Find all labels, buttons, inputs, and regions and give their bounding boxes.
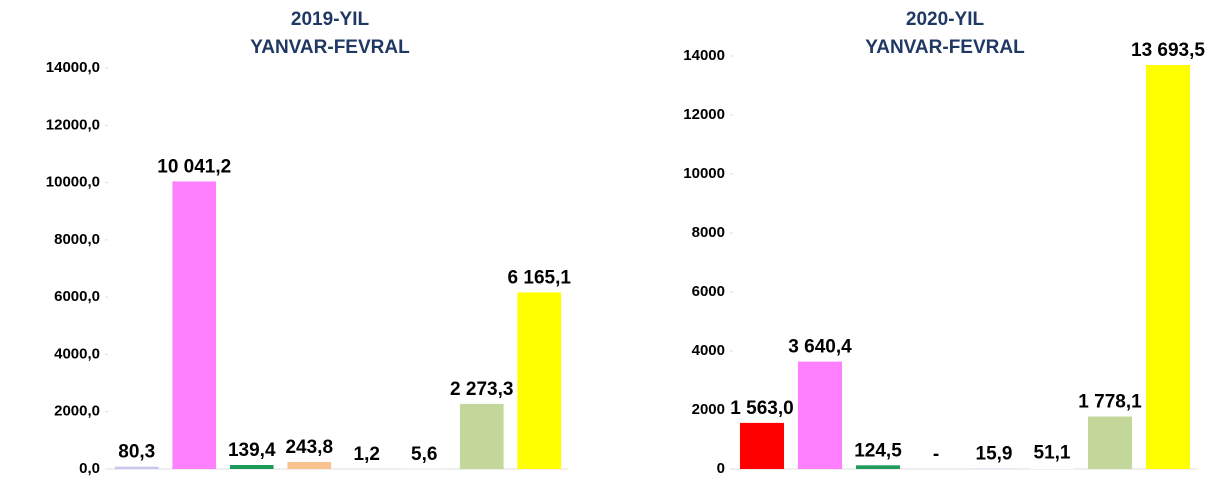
- chart-title: 2019-YIL: [291, 9, 370, 30]
- bar: [739, 422, 785, 469]
- chart-title: YANVAR-FEVRAL: [250, 37, 410, 58]
- value-label: 5,6: [411, 444, 437, 465]
- y-tick-label: 8000: [692, 224, 725, 241]
- bar: [229, 465, 274, 469]
- bar: [855, 465, 901, 469]
- bar: [1145, 65, 1191, 469]
- value-label: 51,1: [1034, 443, 1071, 464]
- y-tick-label: 0,0: [79, 460, 100, 477]
- value-label: 80,3: [118, 442, 155, 463]
- value-label: 1,2: [354, 444, 380, 465]
- bar: [287, 462, 332, 469]
- value-label: 124,5: [854, 440, 902, 461]
- y-tick-label: 12000: [683, 106, 725, 123]
- bar: [517, 292, 562, 469]
- y-tick-label: 4000,0: [54, 345, 100, 362]
- value-label: 1 778,1: [1078, 392, 1142, 413]
- value-label: 6 165,1: [508, 267, 572, 288]
- bar: [1029, 467, 1075, 469]
- value-label: 1 563,0: [730, 398, 793, 419]
- value-label: 2 273,3: [450, 379, 513, 400]
- value-label: 13 693,5: [1131, 40, 1205, 61]
- y-tick-label: 0: [717, 460, 725, 477]
- value-label: 243,8: [285, 437, 333, 458]
- value-label: -: [933, 444, 939, 465]
- y-tick-label: 6000: [692, 283, 725, 300]
- bar: [114, 466, 159, 469]
- value-label: 3 640,4: [788, 337, 852, 358]
- bar: [1087, 416, 1133, 469]
- bar: [459, 403, 504, 469]
- bar: [797, 361, 843, 469]
- y-tick-label: 10000: [683, 165, 725, 182]
- value-label: 15,9: [976, 444, 1013, 465]
- y-tick-label: 2000,0: [54, 403, 100, 420]
- y-tick-label: 12000,0: [46, 116, 100, 133]
- chart-title: YANVAR-FEVRAL: [865, 37, 1025, 58]
- y-tick-label: 14000: [683, 47, 725, 64]
- y-tick-label: 14000,0: [46, 59, 100, 76]
- bar: [172, 181, 217, 469]
- y-tick-label: 4000: [692, 342, 725, 359]
- y-tick-label: 8000,0: [54, 231, 100, 248]
- chart-title: 2020-YIL: [906, 9, 985, 30]
- value-label: 10 041,2: [157, 156, 231, 177]
- y-tick-label: 10000,0: [46, 174, 100, 191]
- y-tick-label: 6000,0: [54, 288, 100, 305]
- y-tick-label: 2000: [692, 401, 725, 418]
- value-label: 139,4: [228, 440, 276, 461]
